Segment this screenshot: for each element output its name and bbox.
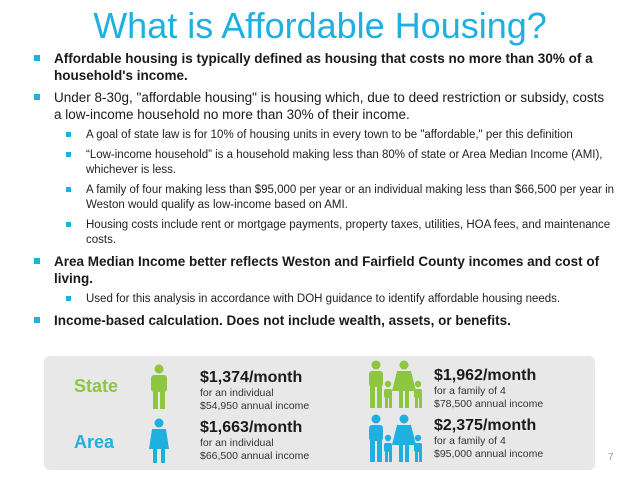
bullet-square-icon [34, 258, 40, 264]
area-label: Area [74, 432, 115, 452]
sub-bullet: A goal of state law is for 10% of housin… [30, 128, 615, 143]
state-individual-monthly: $1,374/month [200, 369, 303, 386]
area-family-desc: for a family of 4 [434, 435, 506, 447]
state-family-income: $78,500 annual income [434, 398, 544, 410]
bullet-square-icon [66, 152, 71, 157]
income-panel: State $1,374/month for an individual $54… [44, 356, 595, 470]
bullet-4-text: Income-based calculation. Does not inclu… [54, 313, 511, 328]
bullet-2-text: Under 8-30g, "affordable housing" is hou… [54, 90, 605, 122]
state-family-monthly: $1,962/month [434, 367, 537, 384]
area-individual-amount: $1,663/month for an individual $66,500 a… [200, 418, 309, 463]
area-family-monthly: $2,375/month [434, 417, 537, 434]
sub-bullet: “Low-income household” is a household ma… [30, 148, 615, 178]
state-label: State [74, 376, 119, 396]
state-individual-income: $54,950 annual income [200, 400, 310, 412]
bullet-4: Income-based calculation. Does not inclu… [30, 312, 615, 329]
family-icon [364, 414, 424, 469]
bullet-2: Under 8-30g, "affordable housing" is hou… [30, 89, 615, 123]
bullet-square-icon [34, 94, 40, 100]
bullet-square-icon [66, 222, 71, 227]
state-family-amount: $1,962/month for a family of 4 $78,500 a… [434, 366, 543, 411]
sub-bullet-text: Housing costs include rent or mortgage p… [86, 219, 611, 246]
sub-bullet: Housing costs include rent or mortgage p… [30, 218, 615, 248]
sub-bullet-text: A family of four making less than $95,00… [86, 184, 615, 211]
area-individual-monthly: $1,663/month [200, 419, 303, 436]
page-number: 7 [608, 452, 614, 463]
bullet-list: Affordable housing is typically defined … [30, 50, 615, 334]
sub-bullet: Used for this analysis in accordance wit… [30, 292, 615, 307]
sub-bullet-text: “Low-income household” is a household ma… [86, 149, 603, 176]
bullet-square-icon [34, 55, 40, 61]
sub-bullet-text: A goal of state law is for 10% of housin… [86, 129, 573, 141]
sub-bullet: A family of four making less than $95,00… [30, 183, 615, 213]
sub-bullet-text: Used for this analysis in accordance wit… [86, 293, 561, 305]
bullet-3-text: Area Median Income better reflects Westo… [54, 254, 600, 286]
bullet-1-text: Affordable housing is typically defined … [54, 51, 593, 83]
bullet-square-icon [66, 187, 71, 192]
bullet-1: Affordable housing is typically defined … [30, 50, 615, 84]
area-family-amount: $2,375/month for a family of 4 $95,000 a… [434, 416, 543, 461]
family-icon [364, 360, 424, 415]
person-icon [148, 364, 170, 415]
state-family-desc: for a family of 4 [434, 385, 506, 397]
area-family-income: $95,000 annual income [434, 448, 544, 460]
bullet-square-icon [34, 317, 40, 323]
state-individual-desc: for an individual [200, 387, 274, 399]
state-individual-amount: $1,374/month for an individual $54,950 a… [200, 368, 309, 413]
slide-title: What is Affordable Housing? [93, 5, 547, 46]
bullet-square-icon [66, 132, 71, 137]
bullet-3: Area Median Income better reflects Westo… [30, 253, 615, 287]
area-individual-desc: for an individual [200, 437, 274, 449]
person-icon [148, 418, 170, 469]
bullet-square-icon [66, 296, 71, 301]
area-individual-income: $66,500 annual income [200, 450, 310, 462]
